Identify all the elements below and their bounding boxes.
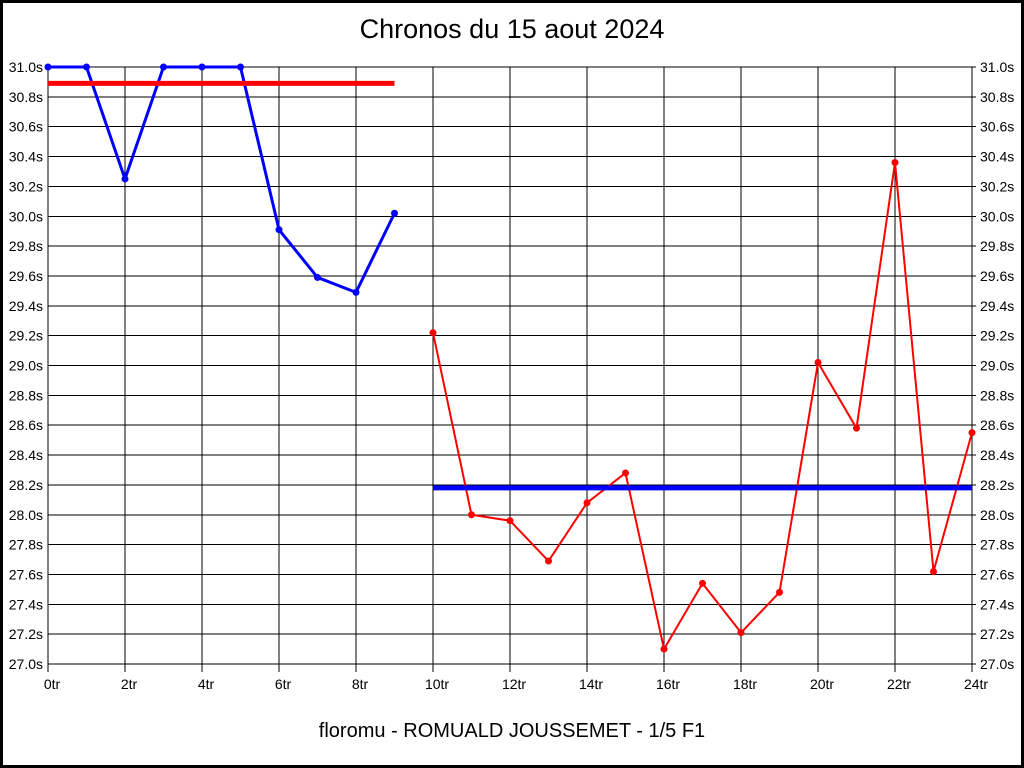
y-axis-label-left: 29.4s xyxy=(9,298,43,314)
x-axis-label: 20tr xyxy=(810,676,834,692)
data-point-chronos-rouges-23tr xyxy=(930,567,937,575)
y-axis-label-left: 30.0s xyxy=(9,208,43,224)
y-axis-label-left: 27.0s xyxy=(9,656,43,672)
data-point-chronos-rouges-24tr xyxy=(968,429,976,437)
y-axis-label-right: 28.6s xyxy=(980,417,1014,433)
y-axis-label-left: 28.8s xyxy=(9,387,43,403)
data-point-chronos-rouges-14tr xyxy=(583,499,591,507)
chart-title: Chronos du 15 aout 2024 xyxy=(359,14,665,44)
data-point-chronos-bleus-8tr xyxy=(352,288,360,296)
data-point-chronos-rouges-19tr xyxy=(776,588,783,596)
y-axis-label-right: 29.8s xyxy=(980,238,1014,254)
y-axis-label-right: 30.4s xyxy=(980,149,1014,165)
y-axis-label-left: 30.2s xyxy=(9,178,43,194)
data-point-chronos-rouges-18tr xyxy=(737,629,745,637)
y-axis-label-right: 28.0s xyxy=(980,507,1014,523)
y-axis-label-right: 28.2s xyxy=(980,477,1014,493)
y-axis-label-right: 27.8s xyxy=(980,537,1014,553)
y-axis-label-right: 30.0s xyxy=(980,208,1014,224)
x-axis-label: 4tr xyxy=(198,676,215,692)
y-axis-label-left: 28.0s xyxy=(9,507,43,523)
y-axis-label-right: 27.4s xyxy=(980,596,1014,612)
y-axis-label-left: 27.8s xyxy=(9,537,43,553)
x-axis-label: 14tr xyxy=(579,676,603,692)
plot-border xyxy=(47,66,973,665)
x-axis-label: 2tr xyxy=(121,676,138,692)
data-point-chronos-rouges-17tr xyxy=(699,579,706,587)
x-axis-label: 8tr xyxy=(352,676,369,692)
y-axis-label-right: 29.4s xyxy=(980,298,1014,314)
y-axis-label-left: 29.8s xyxy=(9,238,43,254)
y-axis-label-right: 27.0s xyxy=(980,656,1014,672)
y-axis-label-right: 28.8s xyxy=(980,387,1014,403)
data-point-chronos-bleus-6tr xyxy=(275,226,283,234)
x-axis-label: 24tr xyxy=(964,676,988,692)
data-point-chronos-bleus-5tr xyxy=(237,63,244,71)
data-point-chronos-bleus-2tr xyxy=(121,175,129,183)
y-axis-label-left: 28.4s xyxy=(9,447,43,463)
y-axis-label-right: 27.6s xyxy=(980,566,1014,582)
y-axis-label-right: 30.8s xyxy=(980,89,1014,105)
data-point-chronos-rouges-20tr xyxy=(814,359,822,367)
data-point-chronos-bleus-1tr xyxy=(83,63,90,71)
x-axis-label: 22tr xyxy=(887,676,911,692)
x-axis-label: 16tr xyxy=(656,676,680,692)
chart-footer-caption: floromu - ROMUALD JOUSSEMET - 1/5 F1 xyxy=(318,720,706,742)
y-axis-label-left: 31.0s xyxy=(9,59,43,75)
y-axis-label-left: 27.4s xyxy=(9,596,43,612)
y-axis-label-right: 29.2s xyxy=(980,328,1014,344)
x-axis-label: 12tr xyxy=(502,676,526,692)
y-axis-label-left: 30.6s xyxy=(9,119,43,135)
data-point-chronos-bleus-4tr xyxy=(198,63,206,71)
y-axis-label-left: 30.8s xyxy=(9,89,43,105)
data-point-chronos-rouges-13tr xyxy=(545,557,552,565)
data-point-chronos-rouges-15tr xyxy=(622,469,629,477)
data-point-chronos-rouges-21tr xyxy=(853,424,860,432)
y-axis-label-right: 28.4s xyxy=(980,447,1014,463)
y-axis-label-left: 29.0s xyxy=(9,358,43,374)
data-point-chronos-rouges-10tr xyxy=(429,329,437,337)
y-axis-label-right: 29.0s xyxy=(980,358,1014,374)
y-axis-label-left: 28.6s xyxy=(9,417,43,433)
x-axis-label: 6tr xyxy=(275,676,292,692)
x-axis-label: 0tr xyxy=(44,676,61,692)
data-point-chronos-rouges-11tr xyxy=(468,511,475,519)
y-axis-label-left: 27.2s xyxy=(9,626,43,642)
series-line-chronos-bleus xyxy=(46,65,396,294)
y-axis-label-right: 31.0s xyxy=(980,59,1014,75)
data-point-chronos-bleus-0tr xyxy=(44,63,52,71)
y-axis-label-right: 27.2s xyxy=(980,626,1014,642)
data-point-chronos-rouges-16tr xyxy=(660,645,668,653)
data-point-chronos-rouges-22tr xyxy=(891,159,899,167)
series-line-chronos-rouges xyxy=(432,161,973,651)
x-axis-label: 18tr xyxy=(733,676,757,692)
y-axis-label-left: 28.2s xyxy=(9,477,43,493)
data-point-chronos-bleus-3tr xyxy=(160,63,167,71)
y-axis-label-right: 29.6s xyxy=(980,268,1014,284)
y-axis-label-left: 27.6s xyxy=(9,566,43,582)
data-point-chronos-rouges-12tr xyxy=(506,517,514,525)
data-point-chronos-bleus-9tr xyxy=(391,209,398,217)
y-axis-label-right: 30.6s xyxy=(980,119,1014,135)
x-axis-label: 10tr xyxy=(425,676,449,692)
y-axis-label-left: 30.4s xyxy=(9,149,43,165)
y-axis-label-left: 29.6s xyxy=(9,268,43,284)
y-axis-label-left: 29.2s xyxy=(9,328,43,344)
data-point-chronos-bleus-7tr xyxy=(314,273,321,281)
y-axis-label-right: 30.2s xyxy=(980,178,1014,194)
